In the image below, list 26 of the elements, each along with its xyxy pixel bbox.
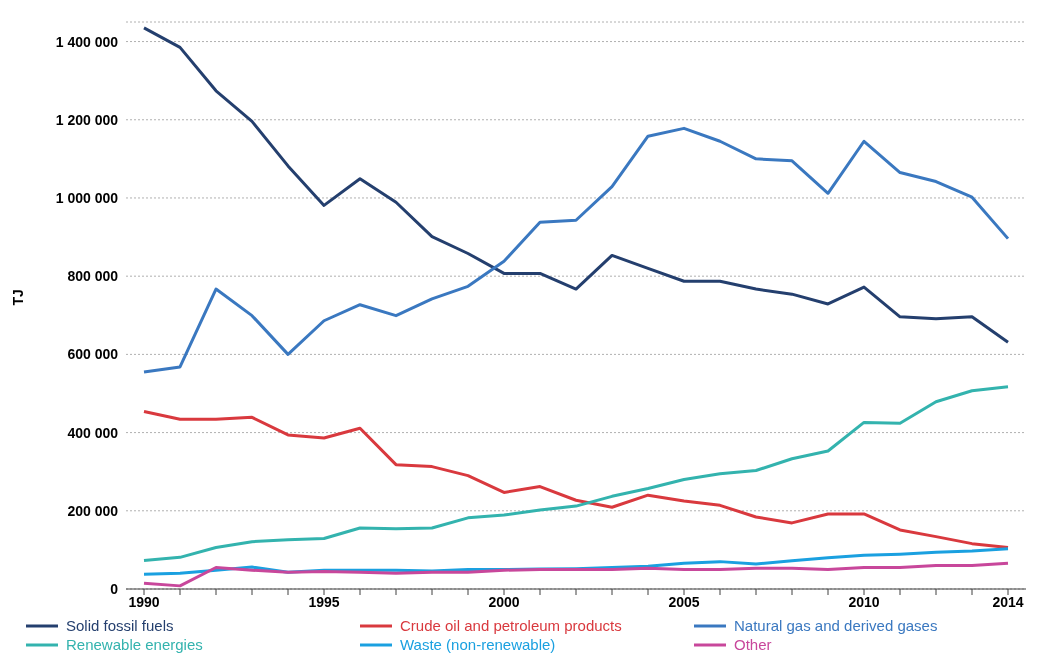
legend-label: Renewable energies xyxy=(66,636,203,653)
y-tick-label: 0 xyxy=(110,580,119,597)
x-tick-label: 2000 xyxy=(488,593,520,610)
y-tick-label: 1 000 000 xyxy=(55,189,119,206)
legend-label: Solid fossil fuels xyxy=(66,617,174,634)
y-tick-label: 600 000 xyxy=(67,346,119,363)
x-tick-label: 2014 xyxy=(992,593,1024,610)
line-series xyxy=(142,126,1010,374)
line-series xyxy=(142,561,1010,588)
x-tick-label: 2010 xyxy=(848,593,880,610)
y-tick-label: 1 200 000 xyxy=(55,111,119,128)
y-axis-title: TJ xyxy=(9,289,26,306)
x-tick-label: 1990 xyxy=(128,593,160,610)
x-tick-label: 1995 xyxy=(308,593,340,610)
x-tick-label: 2005 xyxy=(668,593,700,610)
legend-label: Crude oil and petroleum products xyxy=(400,617,622,634)
y-tick-label: 1 400 000 xyxy=(55,33,119,50)
line-series xyxy=(142,409,1010,550)
legend-label: Natural gas and derived gases xyxy=(734,617,938,634)
y-tick-label: 400 000 xyxy=(67,424,119,441)
y-tick-label: 800 000 xyxy=(67,268,119,285)
y-tick-label: 200 000 xyxy=(67,502,119,519)
line-series xyxy=(142,26,1010,344)
legend-label: Other xyxy=(734,636,772,653)
legend-label: Waste (non-renewable) xyxy=(400,636,556,653)
line-series xyxy=(142,385,1010,562)
